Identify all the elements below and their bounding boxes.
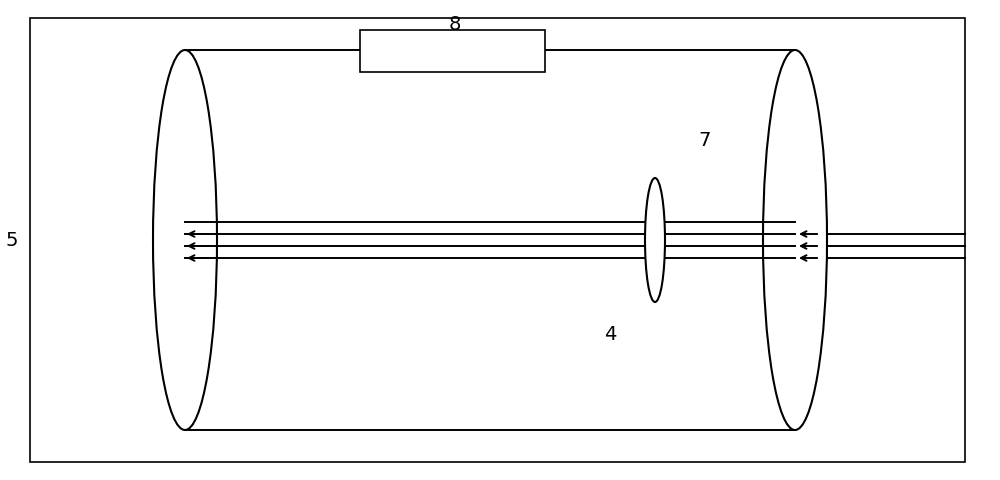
Ellipse shape (153, 50, 217, 430)
Text: 8: 8 (449, 15, 461, 35)
Text: 4: 4 (604, 325, 616, 345)
Ellipse shape (645, 178, 665, 302)
Ellipse shape (763, 50, 827, 430)
Bar (360, 30, 545, 72)
Text: 5: 5 (6, 230, 18, 250)
Text: 6: 6 (199, 131, 211, 149)
Text: 7: 7 (699, 131, 711, 149)
